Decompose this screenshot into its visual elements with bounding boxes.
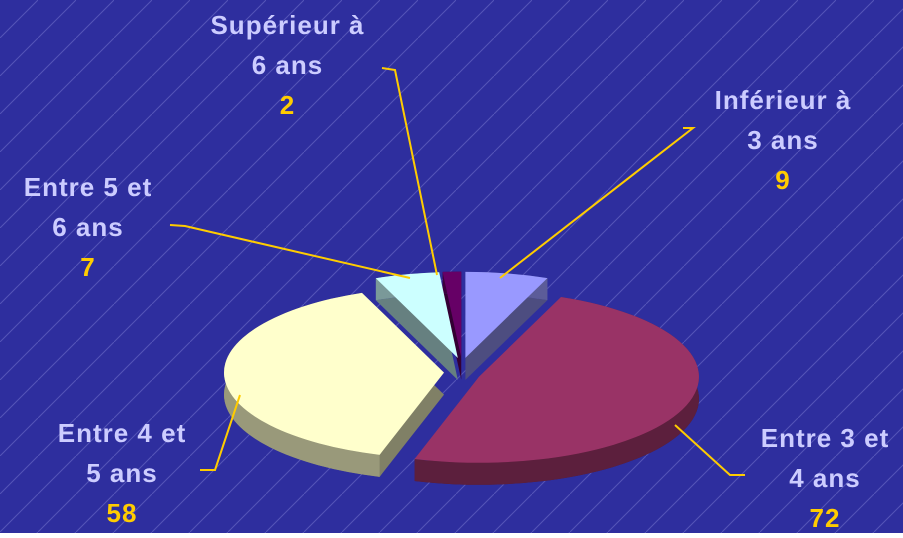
- slice-label: Inférieur à 3 ans 9: [709, 80, 857, 200]
- slice-label: Supérieur à 6 ans 2: [205, 5, 370, 125]
- value-label: 2: [279, 90, 296, 120]
- value-label: 72: [809, 503, 841, 533]
- category-label: Supérieur à 6 ans: [210, 10, 365, 80]
- value-label: 7: [80, 252, 96, 282]
- slice-label: Entre 3 et 4 ans 72: [755, 418, 895, 538]
- category-label: Entre 3 et 4 ans: [760, 423, 890, 493]
- slice: [465, 271, 548, 358]
- leader-line: [674, 424, 745, 476]
- slice-label: Entre 5 et 6 ans 7: [18, 167, 158, 287]
- leader-line: [499, 127, 696, 279]
- slice-side: [414, 296, 699, 485]
- value-label: 9: [775, 165, 791, 195]
- leader-line: [200, 394, 241, 471]
- leader-line: [169, 224, 411, 279]
- slice: [224, 292, 445, 455]
- value-label: 58: [106, 498, 138, 528]
- slice: [375, 272, 458, 358]
- slice: [414, 296, 699, 463]
- pie: [224, 271, 699, 485]
- category-label: Entre 5 et 6 ans: [23, 172, 153, 242]
- category-label: Entre 4 et 5 ans: [57, 418, 187, 488]
- leader-line: [381, 67, 438, 276]
- slice: [442, 271, 462, 358]
- category-label: Inférieur à 3 ans: [714, 85, 852, 155]
- slice-label: Entre 4 et 5 ans 58: [52, 413, 192, 533]
- leader-lines: [169, 67, 745, 476]
